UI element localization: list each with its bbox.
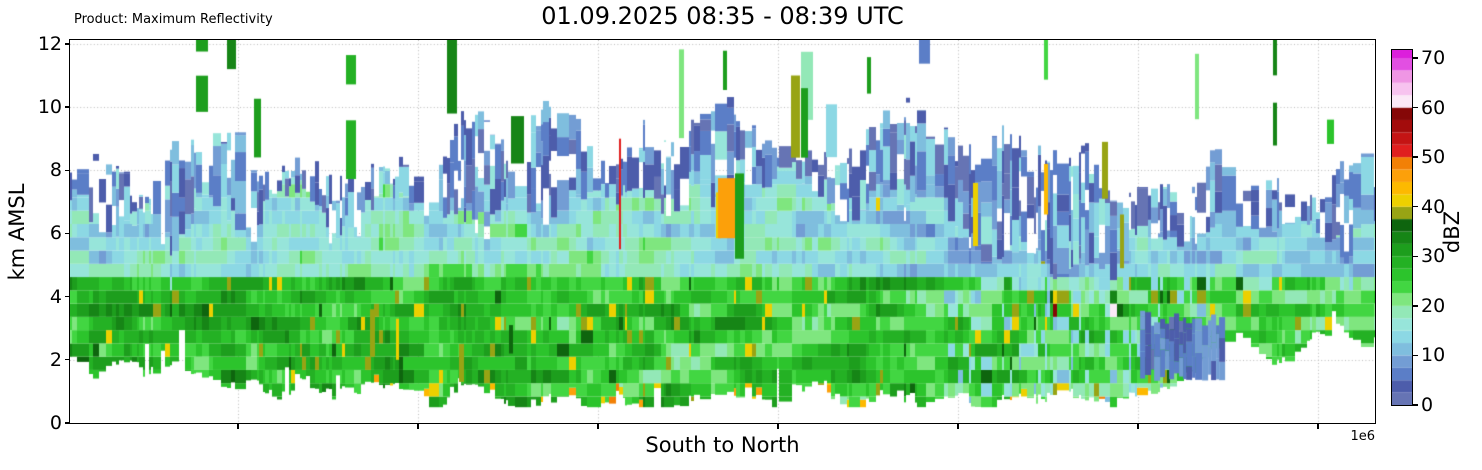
x-axis-tick bbox=[237, 424, 239, 429]
x-axis-label: South to North bbox=[645, 433, 800, 457]
colorbar-tick bbox=[1413, 57, 1418, 59]
y-axis-tick bbox=[65, 106, 70, 108]
x-axis-offset-label: 1e6 bbox=[1350, 429, 1375, 444]
reflectivity-heatmap-canvas bbox=[68, 38, 1376, 424]
x-axis-tick bbox=[1317, 424, 1319, 429]
y-tick-label: 8 bbox=[49, 159, 62, 182]
x-axis-tick bbox=[957, 424, 959, 429]
y-axis-tick bbox=[65, 232, 70, 235]
colorbar-tick-label: 0 bbox=[1421, 394, 1434, 416]
colorbar-tick bbox=[1413, 156, 1418, 158]
chart-title: 01.09.2025 08:35 - 08:39 UTC bbox=[541, 2, 904, 30]
colorbar-tick bbox=[1413, 106, 1418, 109]
y-tick-label: 2 bbox=[49, 348, 62, 371]
y-axis-tick bbox=[65, 422, 70, 424]
y-tick-label: 6 bbox=[49, 222, 62, 245]
y-axis-tick bbox=[65, 43, 70, 45]
x-axis-tick bbox=[417, 424, 419, 429]
colorbar-tick bbox=[1413, 206, 1418, 208]
colorbar-canvas bbox=[1390, 48, 1413, 406]
colorbar-tick-label: 10 bbox=[1421, 344, 1446, 367]
colorbar-tick bbox=[1413, 354, 1418, 357]
y-tick-label: 0 bbox=[49, 412, 62, 434]
colorbar-tick-label: 40 bbox=[1421, 195, 1446, 218]
colorbar-tick bbox=[1413, 255, 1418, 257]
y-axis-tick bbox=[65, 359, 70, 361]
colorbar-tick-label: 50 bbox=[1421, 146, 1446, 169]
x-axis-tick bbox=[1137, 424, 1139, 429]
x-axis-tick bbox=[597, 424, 599, 429]
product-label: Product: Maximum Reflectivity bbox=[74, 12, 273, 27]
y-axis-tick bbox=[65, 295, 70, 298]
y-tick-label: 12 bbox=[37, 32, 62, 55]
y-axis-tick bbox=[65, 169, 70, 171]
colorbar-tick-label: 60 bbox=[1421, 96, 1446, 119]
y-tick-label: 4 bbox=[49, 285, 62, 308]
x-axis-tick bbox=[777, 424, 779, 429]
colorbar-tick-label: 20 bbox=[1421, 294, 1446, 317]
y-tick-label: 10 bbox=[37, 96, 62, 119]
colorbar-tick-label: 70 bbox=[1421, 47, 1446, 69]
colorbar-tick-label: 30 bbox=[1421, 245, 1446, 268]
colorbar-tick bbox=[1413, 404, 1418, 406]
colorbar-tick bbox=[1413, 305, 1418, 307]
